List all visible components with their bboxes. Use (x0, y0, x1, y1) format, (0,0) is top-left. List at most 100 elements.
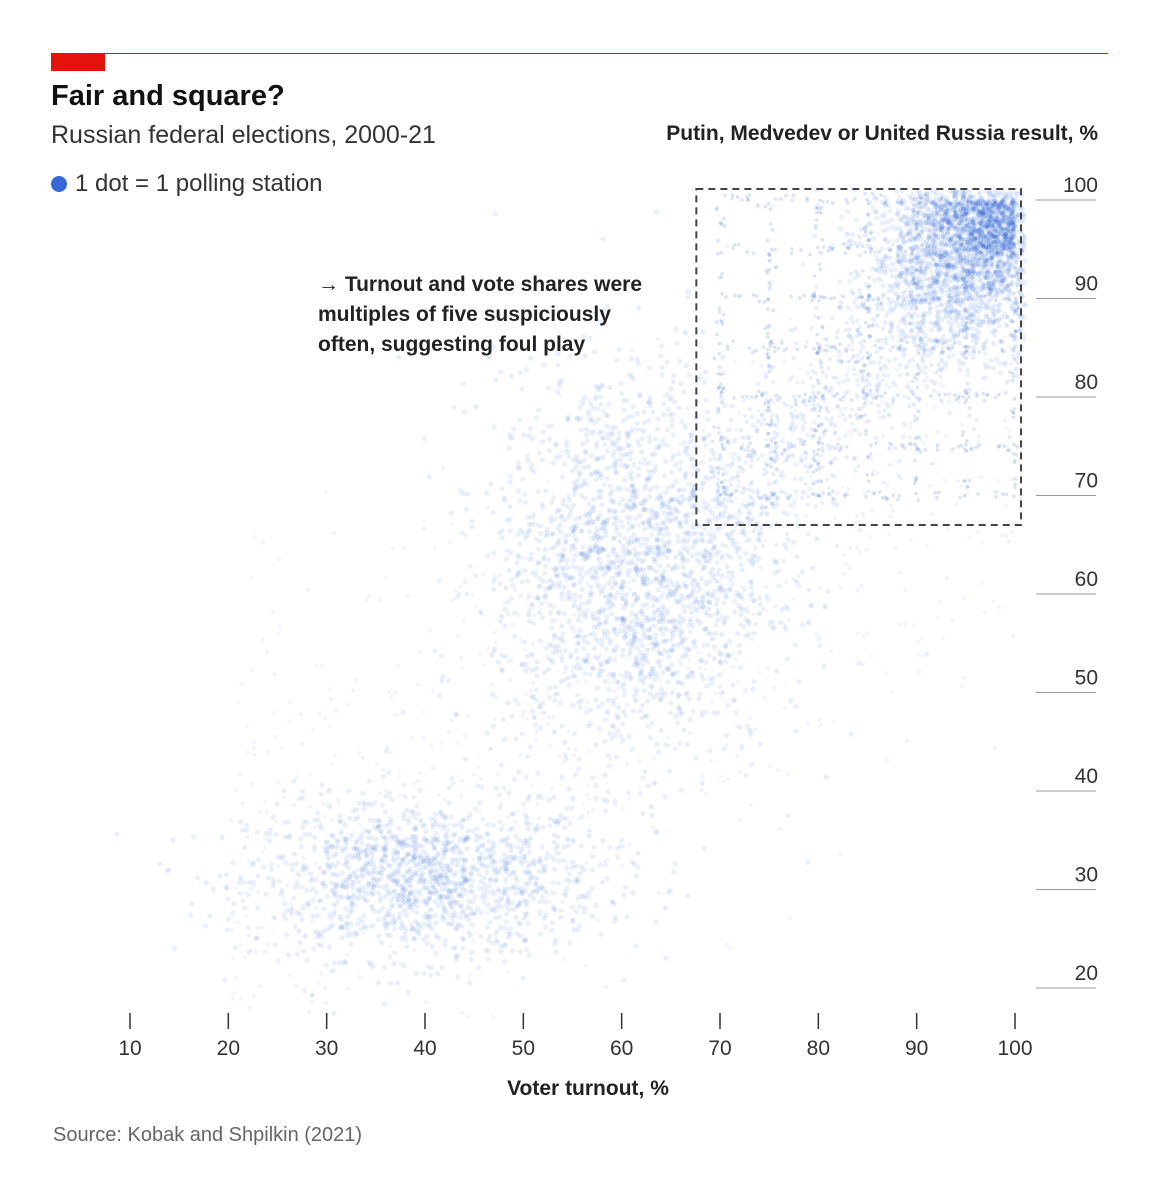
polling-station-dot (382, 835, 388, 841)
polling-station-dot (331, 853, 337, 860)
polling-station-dot (342, 836, 348, 842)
polling-station-dot (342, 839, 348, 846)
polling-station-dot (604, 475, 610, 482)
polling-station-dot (655, 750, 662, 756)
polling-station-dot (336, 872, 342, 878)
polling-station-dot (681, 537, 687, 543)
polling-station-dot (712, 630, 719, 636)
polling-station-dot (325, 854, 332, 861)
polling-station-dot (458, 488, 464, 494)
polling-station-dot (650, 409, 656, 415)
polling-station-dot (656, 641, 662, 647)
polling-station-dot (543, 587, 549, 593)
polling-station-dot (517, 899, 523, 906)
polling-station-dot (988, 358, 994, 364)
polling-station-dot (402, 932, 408, 939)
polling-station-dot (397, 903, 403, 909)
polling-station-dot (647, 439, 653, 445)
polling-station-dot (501, 852, 507, 858)
polling-station-dot (304, 819, 310, 826)
polling-station-dot (411, 856, 417, 863)
polling-station-dot (400, 840, 406, 847)
polling-station-dot (526, 861, 533, 867)
polling-station-dot (492, 870, 498, 876)
polling-station-dot (459, 850, 465, 856)
polling-station-dot (525, 514, 531, 520)
polling-station-dot (727, 638, 733, 644)
polling-station-dot (421, 936, 427, 942)
polling-station-dot (509, 948, 516, 954)
polling-station-dot (365, 835, 371, 841)
polling-station-dot (400, 886, 406, 892)
polling-station-dot (551, 794, 557, 801)
polling-station-dot (670, 431, 677, 438)
polling-station-dot (957, 340, 963, 346)
polling-station-dot (665, 679, 671, 685)
polling-station-dot (698, 486, 705, 492)
polling-station-dot (626, 624, 632, 630)
polling-station-dot (589, 886, 595, 892)
polling-station-dot (539, 844, 545, 850)
polling-station-dot (927, 265, 933, 271)
polling-station-dot (611, 625, 617, 631)
polling-station-dot (751, 630, 757, 636)
polling-station-dot (361, 889, 367, 895)
polling-station-dot (483, 847, 489, 853)
polling-station-dot (416, 931, 422, 937)
polling-station-dot (281, 911, 287, 918)
polling-station-dot (469, 911, 476, 917)
polling-station-dot (396, 915, 402, 921)
polling-station-dot (499, 653, 505, 659)
polling-station-dot (451, 872, 457, 878)
polling-station-dot (436, 822, 442, 829)
polling-station-dot (467, 932, 473, 938)
polling-station-dot (571, 582, 578, 588)
polling-station-dot (604, 448, 610, 454)
polling-station-dot (539, 863, 546, 869)
polling-station-dot (454, 883, 460, 889)
polling-station-dot (537, 910, 543, 917)
polling-station-dot (564, 886, 570, 892)
polling-station-dot (342, 836, 348, 842)
polling-station-dot (465, 877, 471, 883)
polling-station-dot (347, 932, 353, 938)
polling-station-dot (530, 858, 536, 864)
polling-station-dot (706, 606, 712, 612)
polling-station-dot (415, 856, 422, 862)
polling-station-dot (440, 917, 446, 923)
polling-station-dot (484, 832, 490, 838)
polling-station-dot (525, 821, 532, 827)
polling-station-dot (346, 815, 353, 822)
polling-station-dot (376, 823, 382, 829)
polling-station-dot (554, 571, 560, 577)
polling-station-dot (388, 835, 394, 842)
polling-station-dot (389, 877, 395, 883)
polling-station-dot (437, 882, 443, 888)
polling-station-dot (508, 577, 515, 583)
polling-station-dot (602, 717, 609, 723)
polling-station-dot (519, 579, 525, 585)
polling-station-dot (517, 498, 524, 504)
polling-station-dot (441, 881, 447, 887)
polling-station-dot (637, 513, 643, 519)
polling-station-dot (534, 888, 540, 895)
polling-station-dot (527, 835, 534, 841)
polling-station-dot (650, 469, 656, 475)
polling-station-dot (536, 450, 543, 456)
polling-station-dot (517, 855, 523, 862)
polling-station-dot (399, 920, 405, 926)
polling-station-dot (627, 515, 633, 521)
polling-station-dot (522, 897, 528, 903)
polling-station-dot (652, 451, 658, 457)
polling-station-dot (577, 593, 583, 600)
polling-station-dot (517, 933, 523, 939)
polling-station-dot (391, 858, 397, 864)
polling-station-dot (991, 340, 997, 347)
polling-station-dot (558, 377, 565, 384)
polling-station-dot (398, 926, 404, 932)
polling-station-dot (376, 933, 382, 939)
polling-station-dot (451, 910, 457, 916)
polling-station-dot (385, 908, 392, 914)
polling-station-dot (455, 857, 461, 863)
polling-station-dot (498, 858, 505, 864)
